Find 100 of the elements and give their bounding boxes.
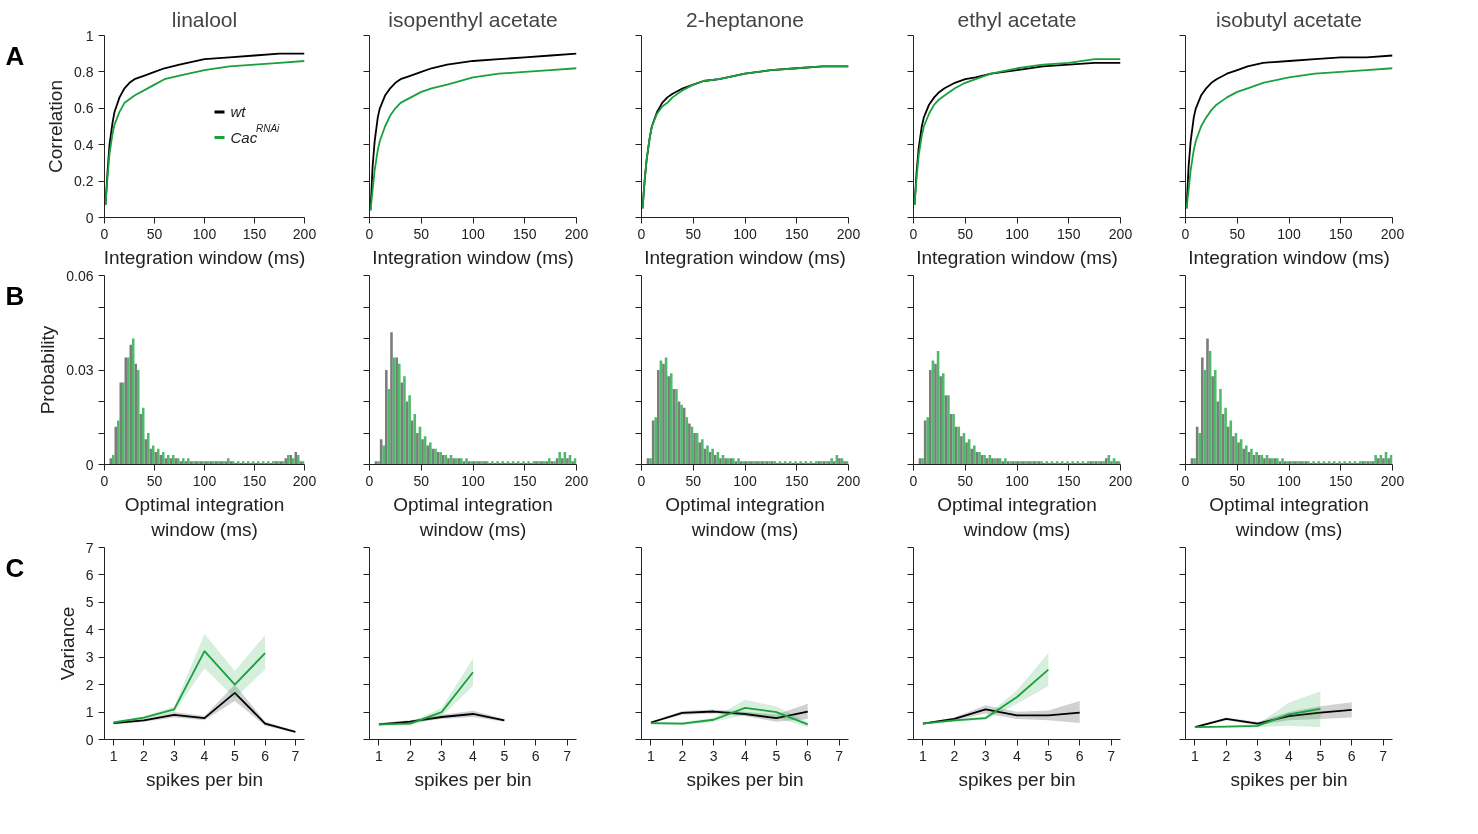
x-tick-label: 0	[1181, 472, 1190, 489]
x-axis-title: spikes per bin	[145, 768, 264, 790]
x-tick-label: 200	[1108, 472, 1133, 489]
x-tick-label: 5	[1044, 747, 1053, 764]
x-tick-label: 2	[678, 747, 687, 764]
x-tick-label: 50	[685, 472, 702, 489]
x-tick-label: 6	[803, 747, 812, 764]
x-tick-label: 200	[836, 225, 861, 242]
x-axis-title: spikes per bin	[414, 768, 532, 790]
x-tick-label: 50	[413, 225, 430, 242]
x-tick-label: 100	[192, 225, 217, 242]
x-tick-label: 3	[981, 747, 990, 764]
y-tick-label: 5	[85, 594, 94, 611]
x-tick-label: 0	[365, 472, 374, 489]
x-tick-label: 200	[1108, 225, 1133, 242]
y-tick-label: 2	[85, 676, 94, 693]
y-tick-label: 0.8	[74, 63, 94, 80]
y-tick-label: 0	[85, 731, 94, 748]
x-tick-label: 3	[170, 747, 179, 764]
x-tick-label: 50	[957, 225, 974, 242]
y-tick-label: 0.2	[74, 173, 94, 190]
x-tick-label: 100	[1005, 225, 1029, 242]
x-axis-title: Integration window (ms)	[1188, 246, 1390, 268]
x-tick-label: 1	[647, 747, 656, 764]
x-tick-label: 150	[513, 225, 537, 242]
x-tick-label: 4	[741, 747, 750, 764]
y-tick-label: 4	[85, 621, 94, 638]
chart-title: ethyl acetate	[957, 7, 1077, 31]
x-tick-label: 4	[1013, 747, 1022, 764]
x-tick-label: 3	[1253, 747, 1262, 764]
x-tick-label: 7	[1107, 747, 1116, 764]
text: B	[5, 281, 25, 312]
x-tick-label: 2	[950, 747, 959, 764]
x-tick-label: 2	[1222, 747, 1231, 764]
x-tick-label: 150	[242, 472, 267, 489]
x-tick-label: 150	[785, 472, 809, 489]
x-tick-label: 0	[365, 225, 374, 242]
x-tick-label: 3	[437, 747, 446, 764]
x-tick-label: 100	[461, 225, 485, 242]
y-tick-label: 0	[85, 209, 94, 226]
x-tick-label: 100	[1005, 472, 1029, 489]
x-tick-label: 5	[772, 747, 781, 764]
x-tick-label: 100	[461, 472, 485, 489]
x-tick-label: 150	[785, 225, 809, 242]
x-tick-label: 0	[100, 225, 109, 242]
text: C	[5, 553, 25, 584]
x-axis-title: spikes per bin	[1230, 768, 1348, 790]
x-tick-label: 1	[109, 747, 118, 764]
x-tick-label: 6	[531, 747, 540, 764]
x-tick-label: 150	[513, 472, 537, 489]
x-tick-label: 50	[413, 472, 430, 489]
x-tick-label: 100	[1277, 225, 1301, 242]
x-tick-label: 50	[146, 225, 163, 242]
x-tick-label: 4	[1285, 747, 1294, 764]
x-tick-label: 50	[1229, 225, 1246, 242]
text: A	[5, 40, 25, 71]
x-tick-label: 100	[1277, 472, 1301, 489]
x-tick-label: 200	[564, 472, 589, 489]
x-tick-label: 50	[146, 472, 163, 489]
x-tick-label: 200	[292, 225, 317, 242]
x-axis-title: Integration window (ms)	[103, 246, 306, 268]
x-tick-label: 100	[733, 472, 757, 489]
x-tick-label: 150	[242, 225, 267, 242]
x-tick-label: 3	[709, 747, 718, 764]
x-tick-label: 7	[835, 747, 844, 764]
y-tick-label: 1	[85, 27, 94, 44]
x-tick-label: 1	[375, 747, 384, 764]
y-tick-label: 7	[85, 539, 94, 556]
x-tick-label: 150	[1329, 472, 1353, 489]
y-tick-label: 0.6	[74, 100, 94, 117]
x-tick-label: 7	[1379, 747, 1388, 764]
x-tick-label: 2	[406, 747, 415, 764]
x-tick-label: 0	[909, 472, 918, 489]
y-axis-title: Probability	[37, 325, 59, 415]
x-tick-label: 200	[1380, 472, 1405, 489]
x-tick-label: 200	[564, 225, 589, 242]
x-axis-title: Optimal integration window (ms)	[937, 493, 1097, 540]
x-tick-label: 4	[200, 747, 209, 764]
x-tick-label: 50	[957, 472, 974, 489]
x-axis-title: Optimal integration window (ms)	[665, 493, 825, 540]
x-tick-label: 1	[919, 747, 928, 764]
x-tick-label: 100	[192, 472, 217, 489]
chart-title: isopenthyl acetate	[388, 7, 558, 31]
x-tick-label: 150	[1057, 225, 1081, 242]
x-tick-label: 5	[500, 747, 509, 764]
x-tick-label: 200	[1380, 225, 1405, 242]
x-tick-label: 6	[1075, 747, 1084, 764]
y-tick-label: 0.03	[66, 362, 94, 378]
x-tick-label: 0	[100, 472, 109, 489]
legend-label: wt	[230, 103, 247, 121]
x-axis-title: Optimal integration window (ms)	[124, 493, 285, 540]
y-tick-label: 3	[85, 649, 94, 666]
x-tick-label: 50	[1229, 472, 1246, 489]
x-axis-title: spikes per bin	[686, 768, 804, 790]
y-axis-title: Correlation	[45, 80, 67, 173]
x-axis-title: Optimal integration window (ms)	[1209, 493, 1369, 540]
chart-title: 2-heptanone	[686, 7, 804, 31]
x-tick-label: 150	[1057, 472, 1081, 489]
x-tick-label: 0	[1181, 225, 1190, 242]
x-axis-title: Integration window (ms)	[372, 246, 574, 268]
